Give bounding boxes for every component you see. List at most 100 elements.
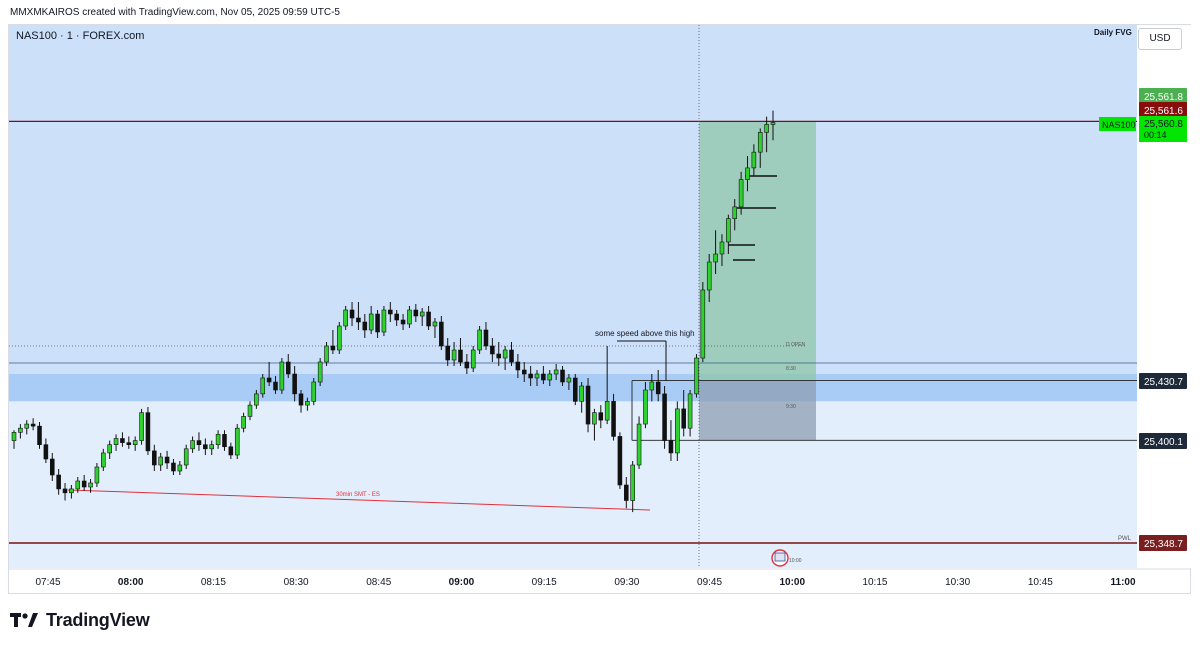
- candle-body: [675, 408, 680, 454]
- x-tick-label: 09:00: [449, 577, 475, 588]
- candle: [324, 342, 329, 366]
- candle: [279, 358, 285, 394]
- candle: [745, 156, 750, 192]
- currency-button[interactable]: USD: [1138, 28, 1182, 50]
- candle-body: [579, 385, 584, 402]
- candle: [81, 475, 87, 491]
- x-tick-label: 09:30: [614, 577, 639, 588]
- d-open-label: D OPEN: [786, 342, 806, 348]
- candle-body: [490, 345, 495, 355]
- candle: [611, 393, 616, 441]
- candle: [687, 390, 693, 437]
- candle-body: [362, 321, 368, 331]
- candle: [751, 144, 757, 176]
- candle-body: [260, 377, 266, 395]
- flag-icon: [774, 552, 786, 562]
- candle-body: [324, 345, 329, 363]
- current-price-text: 25,560.8: [1144, 119, 1183, 130]
- candle: [496, 342, 502, 366]
- candle-body: [566, 377, 572, 383]
- candle-body: [266, 377, 272, 383]
- candle: [579, 382, 584, 413]
- candle-body: [757, 132, 763, 153]
- candle: [132, 436, 138, 451]
- candle: [368, 306, 374, 334]
- candle: [330, 330, 336, 354]
- candle: [604, 346, 610, 425]
- candle-body: [30, 423, 36, 427]
- candle: [215, 430, 221, 449]
- candle: [298, 390, 304, 413]
- candle: [451, 342, 457, 366]
- candle-body: [222, 434, 227, 448]
- candle-body: [145, 412, 151, 452]
- candle-body: [687, 393, 693, 429]
- candle: [49, 452, 55, 481]
- candle-body: [152, 450, 157, 466]
- candle: [726, 214, 731, 254]
- candle-body: [630, 464, 635, 501]
- candle: [11, 430, 17, 449]
- price-tag-pwl: 25,348.7: [1139, 535, 1187, 551]
- candle: [247, 401, 253, 421]
- x-tick-label: 10:45: [1028, 577, 1053, 588]
- candle: [311, 378, 317, 406]
- candle-body: [521, 369, 527, 375]
- candle: [643, 382, 648, 429]
- candle-body: [770, 122, 776, 125]
- candle-body: [343, 309, 348, 327]
- candle-body: [279, 361, 285, 391]
- candle: [375, 310, 380, 338]
- candle: [502, 346, 508, 370]
- candle: [464, 354, 470, 374]
- candle-body: [196, 440, 202, 445]
- candle-body: [37, 425, 42, 445]
- candle-body: [464, 361, 470, 369]
- candle-body: [668, 440, 674, 454]
- candle: [69, 485, 74, 499]
- countdown-text: 00:14: [1144, 130, 1167, 140]
- candle: [241, 412, 246, 433]
- candle-body: [203, 444, 208, 450]
- candle: [483, 322, 489, 350]
- candle-body: [515, 361, 521, 371]
- candle-body: [694, 357, 699, 395]
- candle: [381, 306, 387, 336]
- candle-body: [18, 427, 23, 433]
- x-tick-label: 10:00: [779, 577, 805, 588]
- candle: [439, 316, 444, 350]
- candle: [470, 346, 476, 372]
- candle-body: [69, 488, 74, 494]
- tradingview-logo-icon: [10, 610, 40, 630]
- candle: [553, 364, 559, 380]
- symbol-legend[interactable]: NAS100 · 1 · FOREX.com: [16, 30, 145, 42]
- candle-body: [477, 329, 482, 351]
- candle-body: [171, 462, 176, 472]
- candle-body: [560, 369, 565, 383]
- candle: [757, 128, 763, 168]
- candle: [75, 477, 81, 493]
- candle-body: [400, 319, 406, 325]
- candle: [694, 354, 699, 398]
- risk-zone: [699, 380, 816, 441]
- footer: TradingView: [10, 608, 150, 632]
- candle-body: [209, 444, 214, 450]
- candle: [732, 199, 738, 231]
- candle: [617, 432, 623, 489]
- x-tick-label: 08:15: [201, 577, 226, 588]
- candle-body: [553, 369, 559, 375]
- candle: [521, 362, 527, 382]
- candle-body: [407, 309, 412, 325]
- candle: [681, 390, 686, 437]
- price-tag-range-low: 25,400.1: [1139, 433, 1187, 449]
- symbol-tag-box: [1099, 117, 1136, 131]
- candle-body: [451, 349, 457, 361]
- candle: [18, 424, 23, 439]
- candle-body: [394, 313, 399, 321]
- smt-label: 30min SMT - ES: [336, 492, 380, 498]
- candle: [285, 354, 291, 378]
- candle: [547, 370, 553, 386]
- candle: [400, 314, 406, 330]
- candle: [419, 308, 425, 326]
